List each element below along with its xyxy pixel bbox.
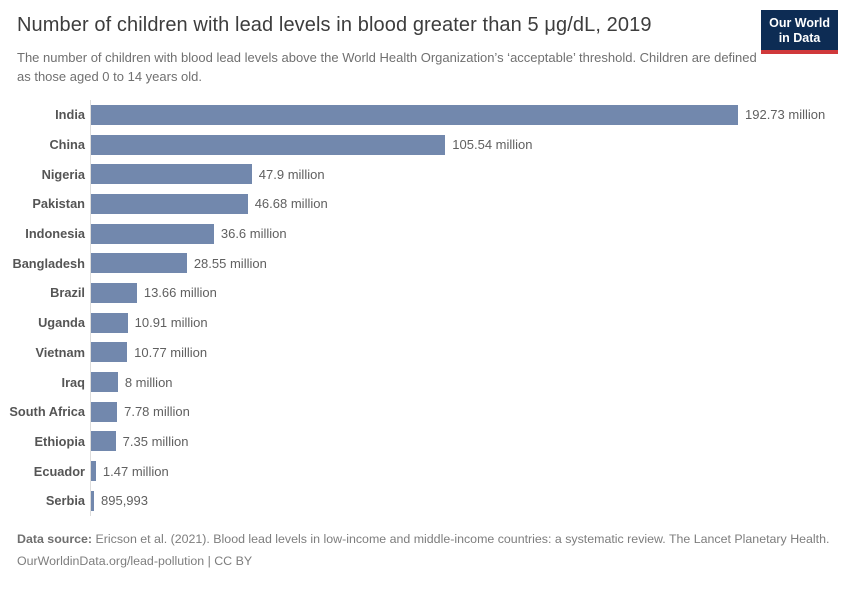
country-label: Nigeria xyxy=(41,166,85,182)
bar[interactable] xyxy=(91,372,118,393)
country-label: Bangladesh xyxy=(12,255,85,271)
country-label: India xyxy=(55,107,85,123)
country-label: Serbia xyxy=(45,493,85,509)
chart-footer: Data source: Ericson et al. (2021). Bloo… xyxy=(17,531,833,570)
bar-area: 7.35 million xyxy=(90,426,850,457)
bar-row: Ethiopia 7.35 million xyxy=(0,426,850,457)
value-label: 46.68 million xyxy=(254,196,328,212)
value-label: 192.73 million xyxy=(745,107,826,123)
country-label: Brazil xyxy=(50,285,85,301)
bar[interactable] xyxy=(91,193,248,214)
bar-row: India 192.73 million xyxy=(0,100,850,130)
country-label: Pakistan xyxy=(32,196,85,212)
bar-row: China 105.54 million xyxy=(0,129,850,160)
country-label: Ecuador xyxy=(33,463,85,479)
bar-area: 192.73 million xyxy=(90,100,850,130)
country-label: Iraq xyxy=(61,374,85,390)
country-label: Ethiopia xyxy=(34,433,85,449)
bar[interactable] xyxy=(91,490,94,511)
bar-row: Ecuador 1.47 million xyxy=(0,456,850,486)
bar[interactable] xyxy=(91,282,137,303)
license-line: OurWorldinData.org/lead-pollution | CC B… xyxy=(17,553,833,571)
country-label: Indonesia xyxy=(25,226,85,242)
bar-area: 1.47 million xyxy=(90,456,850,486)
value-label: 7.35 million xyxy=(122,433,189,449)
bar[interactable] xyxy=(91,401,118,422)
bar-row: Indonesia 36.6 million xyxy=(0,218,850,249)
bar[interactable] xyxy=(91,342,128,363)
country-label: Uganda xyxy=(38,315,85,331)
value-label: 47.9 million xyxy=(258,166,325,182)
country-label: South Africa xyxy=(9,404,85,420)
data-source-text: Ericson et al. (2021). Blood lead levels… xyxy=(95,532,830,546)
bar-area: 13.66 million xyxy=(90,278,850,308)
value-label: 895,993 xyxy=(101,493,148,509)
value-label: 10.77 million xyxy=(134,344,208,360)
bar-row: Bangladesh 28.55 million xyxy=(0,248,850,279)
bar-row: Pakistan 46.68 million xyxy=(0,189,850,219)
value-label: 105.54 million xyxy=(452,137,533,153)
bar[interactable] xyxy=(91,461,96,482)
owid-logo-line2: in Data xyxy=(778,31,821,45)
owid-logo-line1: Our World xyxy=(769,16,830,30)
bar-area: 28.55 million xyxy=(90,248,850,279)
bar[interactable] xyxy=(91,223,214,244)
value-label: 13.66 million xyxy=(143,285,217,301)
bar-row: Uganda 10.91 million xyxy=(0,307,850,338)
bar-area: 895,993 xyxy=(90,485,850,516)
value-label: 10.91 million xyxy=(134,315,208,331)
data-source-line: Data source: Ericson et al. (2021). Bloo… xyxy=(17,531,833,549)
value-label: 7.78 million xyxy=(124,404,190,420)
value-label: 36.6 million xyxy=(220,226,287,242)
value-label: 28.55 million xyxy=(193,255,267,271)
owid-logo[interactable]: Our World in Data xyxy=(761,10,838,54)
bar-area: 10.91 million xyxy=(90,307,850,338)
country-label: China xyxy=(49,137,85,153)
bar-row: Brazil 13.66 million xyxy=(0,278,850,308)
bar-area: 7.78 million xyxy=(90,396,850,427)
data-source-label: Data source: xyxy=(17,532,93,546)
bar-row: Serbia 895,993 xyxy=(0,485,850,516)
bar-area: 47.9 million xyxy=(90,159,850,190)
license-separator: | xyxy=(207,553,211,568)
bar-row: Iraq 8 million xyxy=(0,367,850,397)
bar[interactable] xyxy=(91,134,446,155)
bar[interactable] xyxy=(91,312,128,333)
owid-url-link[interactable]: OurWorldinData.org/lead-pollution xyxy=(17,553,205,568)
bar[interactable] xyxy=(91,431,116,452)
bar-area: 46.68 million xyxy=(90,189,850,219)
chart-subtitle: The number of children with blood lead l… xyxy=(17,50,757,84)
bar-area: 10.77 million xyxy=(90,337,850,368)
bar[interactable] xyxy=(91,164,252,185)
bar-row: South Africa 7.78 million xyxy=(0,396,850,427)
value-label: 1.47 million xyxy=(102,463,169,479)
bar-chart: India 192.73 million China 105.54 million Ni… xyxy=(0,100,850,516)
license-label: CC BY xyxy=(214,553,253,568)
bar[interactable] xyxy=(91,104,738,125)
bar-row: Nigeria 47.9 million xyxy=(0,159,850,190)
bar-row: Vietnam 10.77 million xyxy=(0,337,850,368)
country-label: Vietnam xyxy=(35,344,85,360)
bar[interactable] xyxy=(91,253,187,274)
bar-area: 105.54 million xyxy=(90,129,850,160)
page-title: Number of children with lead levels in b… xyxy=(17,14,652,36)
value-label: 8 million xyxy=(124,374,173,390)
bar-area: 36.6 million xyxy=(90,218,850,249)
bar-area: 8 million xyxy=(90,367,850,397)
